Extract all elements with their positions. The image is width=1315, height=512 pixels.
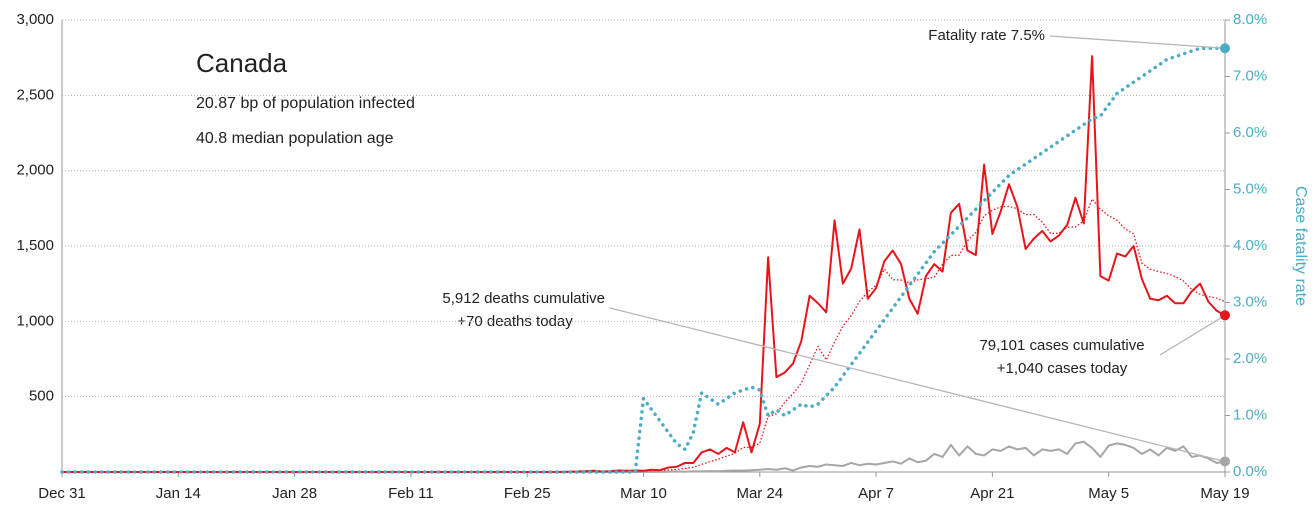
y2-tick-label: 4.0% bbox=[1233, 237, 1267, 254]
x-tick-label: Feb 25 bbox=[504, 485, 551, 502]
y2-tick-label: 7.0% bbox=[1233, 67, 1267, 84]
x-tick-label: Mar 24 bbox=[736, 485, 783, 502]
annotation: 79,101 cases cumulative bbox=[979, 337, 1144, 354]
annotation: Fatality rate 7.5% bbox=[928, 27, 1045, 44]
y2-tick-label: 8.0% bbox=[1233, 11, 1267, 28]
y2-tick-label: 5.0% bbox=[1233, 180, 1267, 197]
leader-line bbox=[1049, 35, 1226, 49]
x-tick-label: Jan 14 bbox=[156, 485, 201, 502]
y2-tick-label: 1.0% bbox=[1233, 406, 1267, 423]
y2-tick-label: 0.0% bbox=[1233, 463, 1267, 480]
end-point bbox=[1220, 456, 1230, 467]
end-point bbox=[1220, 43, 1230, 54]
x-tick-label: Dec 31 bbox=[38, 485, 86, 502]
x-tick-label: Mar 10 bbox=[620, 485, 667, 502]
x-tick-label: Jan 28 bbox=[272, 485, 317, 502]
series-line bbox=[62, 440, 1226, 473]
x-tick-label: May 19 bbox=[1200, 485, 1249, 502]
x-tick-label: May 5 bbox=[1088, 485, 1129, 502]
chart-title: Canada bbox=[196, 48, 288, 78]
y2-tick-label: 3.0% bbox=[1233, 293, 1267, 310]
x-tick-label: Feb 11 bbox=[388, 485, 434, 502]
y2-tick-label: 6.0% bbox=[1233, 124, 1267, 141]
end-point bbox=[1220, 310, 1230, 321]
x-tick-label: Apr 7 bbox=[858, 485, 894, 502]
y-tick-label: 1,000 bbox=[16, 312, 54, 329]
y2-axis-label: Case fatality rate bbox=[1292, 186, 1309, 306]
leader-line bbox=[1159, 314, 1226, 356]
y-tick-label: 3,000 bbox=[16, 11, 54, 28]
series-line bbox=[60, 46, 1227, 474]
subtitle: 40.8 median population age bbox=[196, 130, 394, 147]
annotation: +1,040 cases today bbox=[997, 360, 1128, 377]
y2-tick-label: 2.0% bbox=[1233, 350, 1267, 367]
subtitle: 20.87 bp of population infected bbox=[196, 95, 415, 112]
y-tick-label: 2,000 bbox=[16, 162, 54, 179]
series-line bbox=[62, 55, 1226, 473]
leader-line bbox=[609, 307, 1226, 463]
y-tick-label: 2,500 bbox=[16, 86, 54, 103]
y-tick-label: 500 bbox=[29, 388, 54, 405]
x-tick-label: Apr 21 bbox=[970, 485, 1014, 502]
y-tick-label: 1,500 bbox=[16, 237, 54, 254]
annotation: 5,912 deaths cumulative bbox=[442, 290, 605, 307]
